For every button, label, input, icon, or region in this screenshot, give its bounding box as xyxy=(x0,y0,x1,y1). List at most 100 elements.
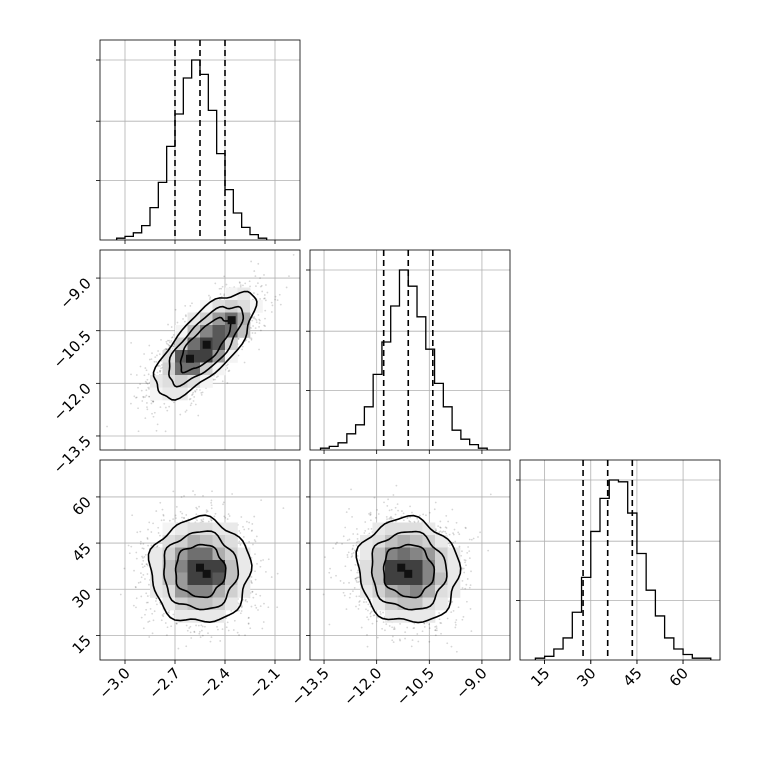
sample-point xyxy=(402,519,405,522)
sample-point xyxy=(241,348,244,351)
sample-point xyxy=(148,358,151,361)
sample-point xyxy=(164,406,167,409)
sample-point xyxy=(252,596,255,599)
sample-point xyxy=(150,358,153,361)
sample-point xyxy=(164,430,167,433)
sample-point xyxy=(257,609,259,611)
sample-point xyxy=(276,606,279,609)
sample-point xyxy=(221,380,224,383)
sample-point xyxy=(158,353,161,356)
sample-point xyxy=(157,532,160,534)
sample-point xyxy=(237,337,240,340)
sample-point xyxy=(170,326,173,328)
density-contour xyxy=(174,543,227,599)
sample-point xyxy=(264,309,267,312)
sample-point xyxy=(228,369,231,372)
sample-point xyxy=(195,513,198,516)
sample-point xyxy=(292,253,295,256)
density-cell xyxy=(212,325,226,338)
sample-point xyxy=(238,540,241,543)
density-cell xyxy=(175,585,188,598)
sample-point xyxy=(247,622,250,625)
sample-point xyxy=(174,514,177,517)
sample-point xyxy=(253,292,255,294)
sample-point xyxy=(152,400,155,403)
sample-point xyxy=(135,606,137,609)
sample-point xyxy=(218,287,221,290)
sample-point xyxy=(342,535,345,538)
sample-point xyxy=(328,571,331,574)
sample-point xyxy=(239,532,242,534)
sample-point xyxy=(278,293,281,296)
sample-point xyxy=(145,601,148,604)
sample-point xyxy=(251,319,254,322)
density-cell xyxy=(200,610,213,623)
sample-point xyxy=(250,327,252,329)
sample-point xyxy=(441,531,443,534)
sample-point xyxy=(182,318,184,320)
sample-point xyxy=(183,495,185,497)
density-cell xyxy=(187,337,201,351)
sample-point xyxy=(213,515,216,518)
sample-point xyxy=(265,284,267,286)
sample-point xyxy=(200,519,203,521)
sample-point xyxy=(186,629,189,632)
density-cell xyxy=(187,597,201,611)
sample-point xyxy=(155,510,158,512)
sample-point xyxy=(156,544,159,547)
sample-point xyxy=(250,260,253,263)
sample-point xyxy=(147,386,150,389)
sample-point xyxy=(189,631,192,634)
sample-point xyxy=(155,360,158,363)
density-cell xyxy=(175,572,188,586)
sample-point xyxy=(282,507,285,510)
sample-point xyxy=(143,374,146,377)
sample-point xyxy=(322,593,325,596)
sample-point xyxy=(167,323,169,326)
sample-point xyxy=(239,612,242,615)
sample-point xyxy=(189,397,192,400)
sample-point xyxy=(259,298,261,300)
sample-point xyxy=(274,298,277,301)
sample-point xyxy=(123,567,126,570)
density-cell xyxy=(225,560,238,573)
sample-point xyxy=(240,610,243,612)
sample-point xyxy=(130,341,133,344)
sample-point xyxy=(172,345,175,348)
sample-point xyxy=(374,516,377,519)
sample-point xyxy=(214,512,217,515)
sample-point xyxy=(159,370,161,373)
panel-frame xyxy=(309,249,511,451)
sample-point xyxy=(255,535,258,538)
sample-point xyxy=(242,284,244,287)
sample-point xyxy=(190,637,193,639)
sample-point xyxy=(274,295,277,298)
sample-point xyxy=(231,493,234,495)
sample-point xyxy=(251,590,254,593)
sample-point xyxy=(464,526,467,529)
sample-point xyxy=(135,396,138,399)
sample-point xyxy=(260,559,262,562)
histogram-step xyxy=(534,479,712,660)
sample-point xyxy=(288,275,290,278)
sample-point xyxy=(204,625,206,628)
sample-point xyxy=(190,402,193,405)
sample-point xyxy=(210,519,213,522)
sample-point xyxy=(152,522,154,525)
sample-point xyxy=(175,622,178,625)
sample-point xyxy=(260,284,263,287)
density-cell xyxy=(162,560,176,573)
sample-point xyxy=(346,556,349,558)
density-cell xyxy=(162,387,176,401)
sample-point xyxy=(182,517,185,519)
density-contour xyxy=(163,530,240,611)
sample-point xyxy=(146,573,149,575)
density-contour xyxy=(147,514,253,624)
sample-point xyxy=(253,316,256,318)
sample-point xyxy=(202,518,205,521)
sample-point xyxy=(242,536,245,538)
sample-point xyxy=(194,390,197,393)
sample-point xyxy=(207,632,209,635)
sample-point xyxy=(263,297,266,300)
density-contour xyxy=(152,290,258,401)
